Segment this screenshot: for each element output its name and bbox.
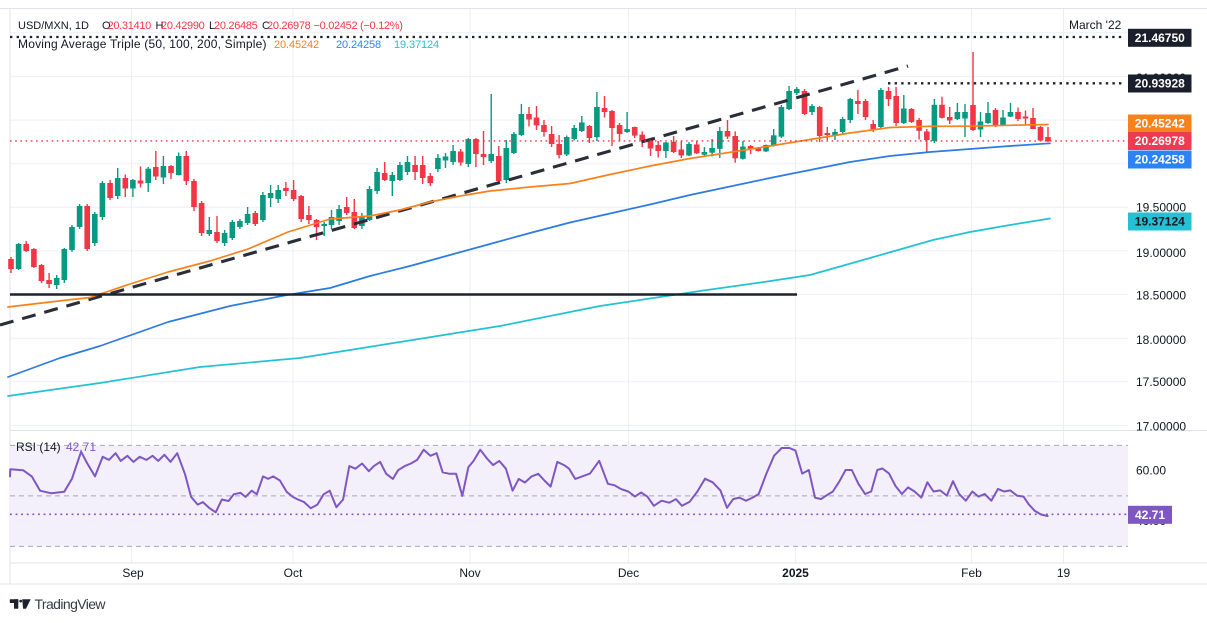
svg-text:March '22: March '22: [1069, 18, 1122, 32]
svg-text:20.93928: 20.93928: [1135, 77, 1185, 91]
svg-text:H: H: [156, 20, 164, 32]
svg-text:42.71: 42.71: [1135, 508, 1165, 522]
svg-text:21.46750: 21.46750: [1135, 31, 1185, 45]
svg-text:19.00000: 19.00000: [1136, 246, 1186, 260]
svg-text:L: L: [209, 20, 215, 32]
svg-text:20.26978: 20.26978: [1135, 134, 1185, 148]
svg-text:−0.02452 (−0.12%): −0.02452 (−0.12%): [314, 20, 403, 32]
svg-text:Moving Average Triple (50, 100: Moving Average Triple (50, 100, 200, Sim…: [18, 37, 267, 51]
svg-text:20.24258: 20.24258: [336, 39, 381, 51]
svg-text:USD/MXN, 1D: USD/MXN, 1D: [18, 20, 89, 32]
svg-text:TradingView: TradingView: [35, 596, 107, 612]
svg-text:20.42990: 20.42990: [161, 20, 205, 32]
svg-text:20.31410: 20.31410: [108, 20, 152, 32]
svg-text:20.26485: 20.26485: [214, 20, 258, 32]
svg-text:Oct: Oct: [284, 566, 303, 580]
svg-text:20.45242: 20.45242: [1135, 117, 1185, 131]
svg-text:19: 19: [1057, 566, 1071, 580]
svg-text:C: C: [262, 20, 270, 32]
svg-text:17.00000: 17.00000: [1136, 419, 1186, 433]
svg-text:Feb: Feb: [961, 566, 982, 580]
svg-text:O: O: [102, 20, 111, 32]
svg-text:19.37124: 19.37124: [394, 39, 439, 51]
svg-text:19.50000: 19.50000: [1136, 200, 1186, 214]
svg-text:18.00000: 18.00000: [1136, 333, 1186, 347]
svg-text:18.50000: 18.50000: [1136, 289, 1186, 303]
svg-text:20.24258: 20.24258: [1135, 153, 1185, 167]
svg-text:Nov: Nov: [459, 566, 480, 580]
svg-text:60.00: 60.00: [1136, 464, 1166, 478]
svg-text:RSI (14): RSI (14): [16, 440, 61, 454]
svg-text:20.26978: 20.26978: [267, 20, 311, 32]
svg-text:Sep: Sep: [122, 566, 144, 580]
svg-text:17.50000: 17.50000: [1136, 375, 1186, 389]
svg-text:Dec: Dec: [618, 566, 639, 580]
svg-text:42.71: 42.71: [66, 440, 96, 454]
svg-text:20.45242: 20.45242: [274, 39, 319, 51]
svg-text:19.37124: 19.37124: [1135, 215, 1185, 229]
svg-text:2025: 2025: [782, 566, 809, 580]
